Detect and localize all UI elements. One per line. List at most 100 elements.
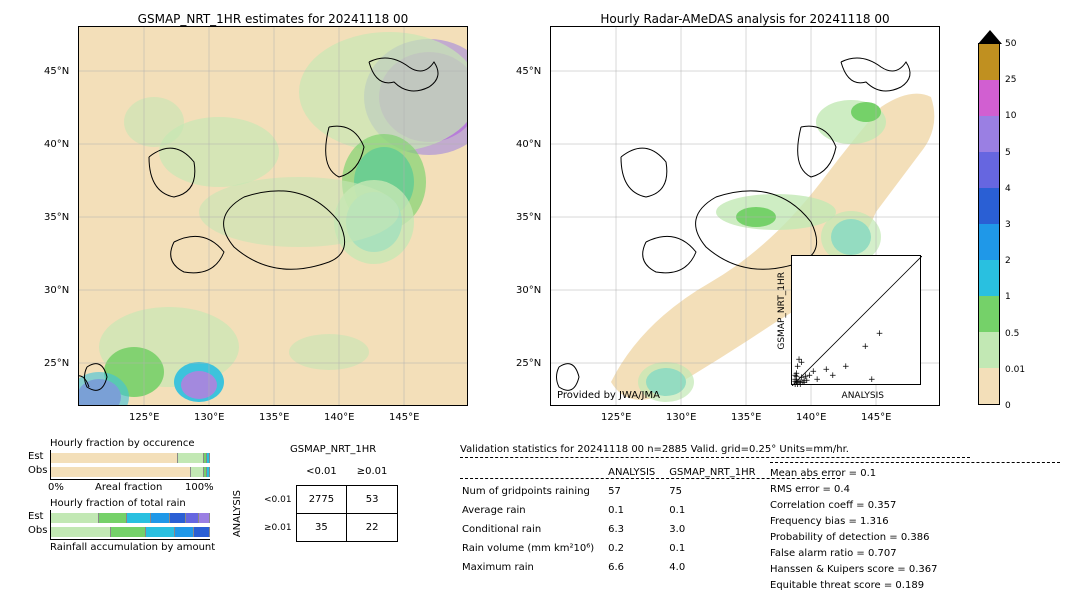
ct-10: 35 <box>296 514 347 542</box>
hourly-rain-title: Hourly fraction of total rain <box>50 498 186 509</box>
colorbar-segment <box>979 188 999 224</box>
bar-segment <box>178 453 203 463</box>
right-map-title: Hourly Radar-AMeDAS analysis for 2024111… <box>550 12 940 26</box>
right-map-frame: Provided by JWA/JMA ++++++++++++++++++++… <box>550 26 940 406</box>
scatter-point: + <box>829 374 834 379</box>
axis-tick: 40°N <box>44 139 69 150</box>
rain-est-label: Est <box>28 511 43 522</box>
colorbar-tick: 5 <box>1005 148 1011 158</box>
colorbar-segment <box>979 152 999 188</box>
scatter-point: + <box>793 381 798 386</box>
ct-00: 2775 <box>296 486 347 514</box>
bar-segment <box>175 527 194 537</box>
axis-tick: 145°E <box>861 412 891 423</box>
bar-segment <box>127 513 151 523</box>
vt-a: 0.2 <box>608 540 667 557</box>
metric-row: False alarm ratio = 0.707 <box>770 546 1060 562</box>
left-map-title: GSMAP_NRT_1HR estimates for 20241118 00 <box>78 12 468 26</box>
bar-segment <box>186 513 199 523</box>
ct-11: 22 <box>347 514 398 542</box>
rain-footer: Rainfall accumulation by amount <box>50 542 215 553</box>
ct-row0: <0.01 <box>260 486 296 514</box>
occ-obs-label: Obs <box>28 465 47 476</box>
vt-a: 6.3 <box>608 521 667 538</box>
bar-segment <box>207 453 210 463</box>
vt-b: 3.0 <box>669 521 767 538</box>
scatter-point: + <box>803 379 808 384</box>
provided-label: Provided by JWA/JMA <box>557 390 660 401</box>
vt-label: Maximum rain <box>462 559 606 576</box>
scatter-xlabel: ANALYSIS <box>842 391 884 401</box>
axis-tick: 25°N <box>44 358 69 369</box>
ct-col1: ≥0.01 <box>347 458 398 486</box>
dashline <box>770 462 1060 463</box>
axis-tick: 35°N <box>516 212 541 223</box>
bar-segment <box>151 513 170 523</box>
colorbar-tick: 0.5 <box>1005 329 1019 339</box>
validation-block: Validation statistics for 20241118 00 n=… <box>460 444 1060 458</box>
contingency-rowheader: ANALYSIS <box>232 490 243 537</box>
colorbar-tick: 0.01 <box>1005 365 1025 375</box>
contingency-colheader: GSMAP_NRT_1HR <box>290 444 376 455</box>
vt-label: Rain volume (mm km²10⁶) <box>462 540 606 557</box>
scatter-point: + <box>823 368 828 373</box>
colorbar-top-arrow <box>978 30 1002 44</box>
vt-label: Conditional rain <box>462 521 606 538</box>
vt-b: 0.1 <box>669 540 767 557</box>
metric-row: Hanssen & Kuipers score = 0.367 <box>770 562 1060 578</box>
dashline-top <box>460 457 970 458</box>
scatter-point: + <box>791 374 796 379</box>
hourly-occ-title: Hourly fraction by occurence <box>50 438 194 449</box>
colorbar-tick: 50 <box>1005 39 1016 49</box>
occ-xtick1: 100% <box>185 482 214 493</box>
vt-b: 4.0 <box>669 559 767 576</box>
vt-a: 0.1 <box>608 502 667 519</box>
axis-tick: 140°E <box>796 412 826 423</box>
contingency-table: <0.01 ≥0.01 <0.01 2775 53 ≥0.01 35 22 <box>260 458 398 542</box>
metric-row: Mean abs error = 0.1 <box>770 466 1060 482</box>
bar-segment <box>146 527 175 537</box>
axis-tick: 140°E <box>324 412 354 423</box>
axis-tick: 135°E <box>259 412 289 423</box>
occ-chart <box>50 450 210 480</box>
colorbar-segment <box>979 260 999 296</box>
axis-tick: 35°N <box>44 212 69 223</box>
validation-table: ANALYSIS GSMAP_NRT_1HR Num of gridpoints… <box>460 462 770 578</box>
occ-xlabel: Areal fraction <box>95 482 162 493</box>
colorbar-tick: 4 <box>1005 184 1011 194</box>
scatter-point: + <box>862 345 867 350</box>
colorbar-tick: 2 <box>1005 256 1011 266</box>
metric-row: Frequency bias = 1.316 <box>770 514 1060 530</box>
bar-segment <box>51 453 178 463</box>
axis-tick: 40°N <box>516 139 541 150</box>
axis-tick: 45°N <box>44 66 69 77</box>
axis-tick: 30°N <box>516 285 541 296</box>
rain-obs-label: Obs <box>28 525 47 536</box>
bar-segment <box>194 527 210 537</box>
bar-segment <box>99 513 128 523</box>
ct-col0: <0.01 <box>296 458 347 486</box>
axis-tick: 130°E <box>194 412 224 423</box>
scatter-point: + <box>876 332 881 337</box>
colorbar-tick: 10 <box>1005 111 1016 121</box>
vt-label: Num of gridpoints raining <box>462 483 606 500</box>
scatter-point: + <box>842 365 847 370</box>
colorbar: 00.010.512345102550 <box>978 43 1000 405</box>
occ-est-label: Est <box>28 451 43 462</box>
scatter-point: + <box>810 370 815 375</box>
metric-row: Probability of detection = 0.386 <box>770 530 1060 546</box>
axis-tick: 125°E <box>129 412 159 423</box>
axis-tick: 135°E <box>731 412 761 423</box>
bar-segment <box>199 513 210 523</box>
occ-xtick0: 0% <box>48 482 64 493</box>
colorbar-tick: 0 <box>1005 401 1011 411</box>
scatter-plot: ++++++++++++++++++++++++++++++ <box>791 255 921 385</box>
vt-a: 6.6 <box>608 559 667 576</box>
metric-row: RMS error = 0.4 <box>770 482 1060 498</box>
left-map-container: GSMAP_NRT_1HR estimates for 20241118 00 <box>78 12 468 406</box>
colorbar-tick: 3 <box>1005 220 1011 230</box>
colorbar-segment <box>979 80 999 116</box>
metric-row: Correlation coeff = 0.357 <box>770 498 1060 514</box>
left-map-svg <box>79 27 468 406</box>
axis-tick: 30°N <box>44 285 69 296</box>
